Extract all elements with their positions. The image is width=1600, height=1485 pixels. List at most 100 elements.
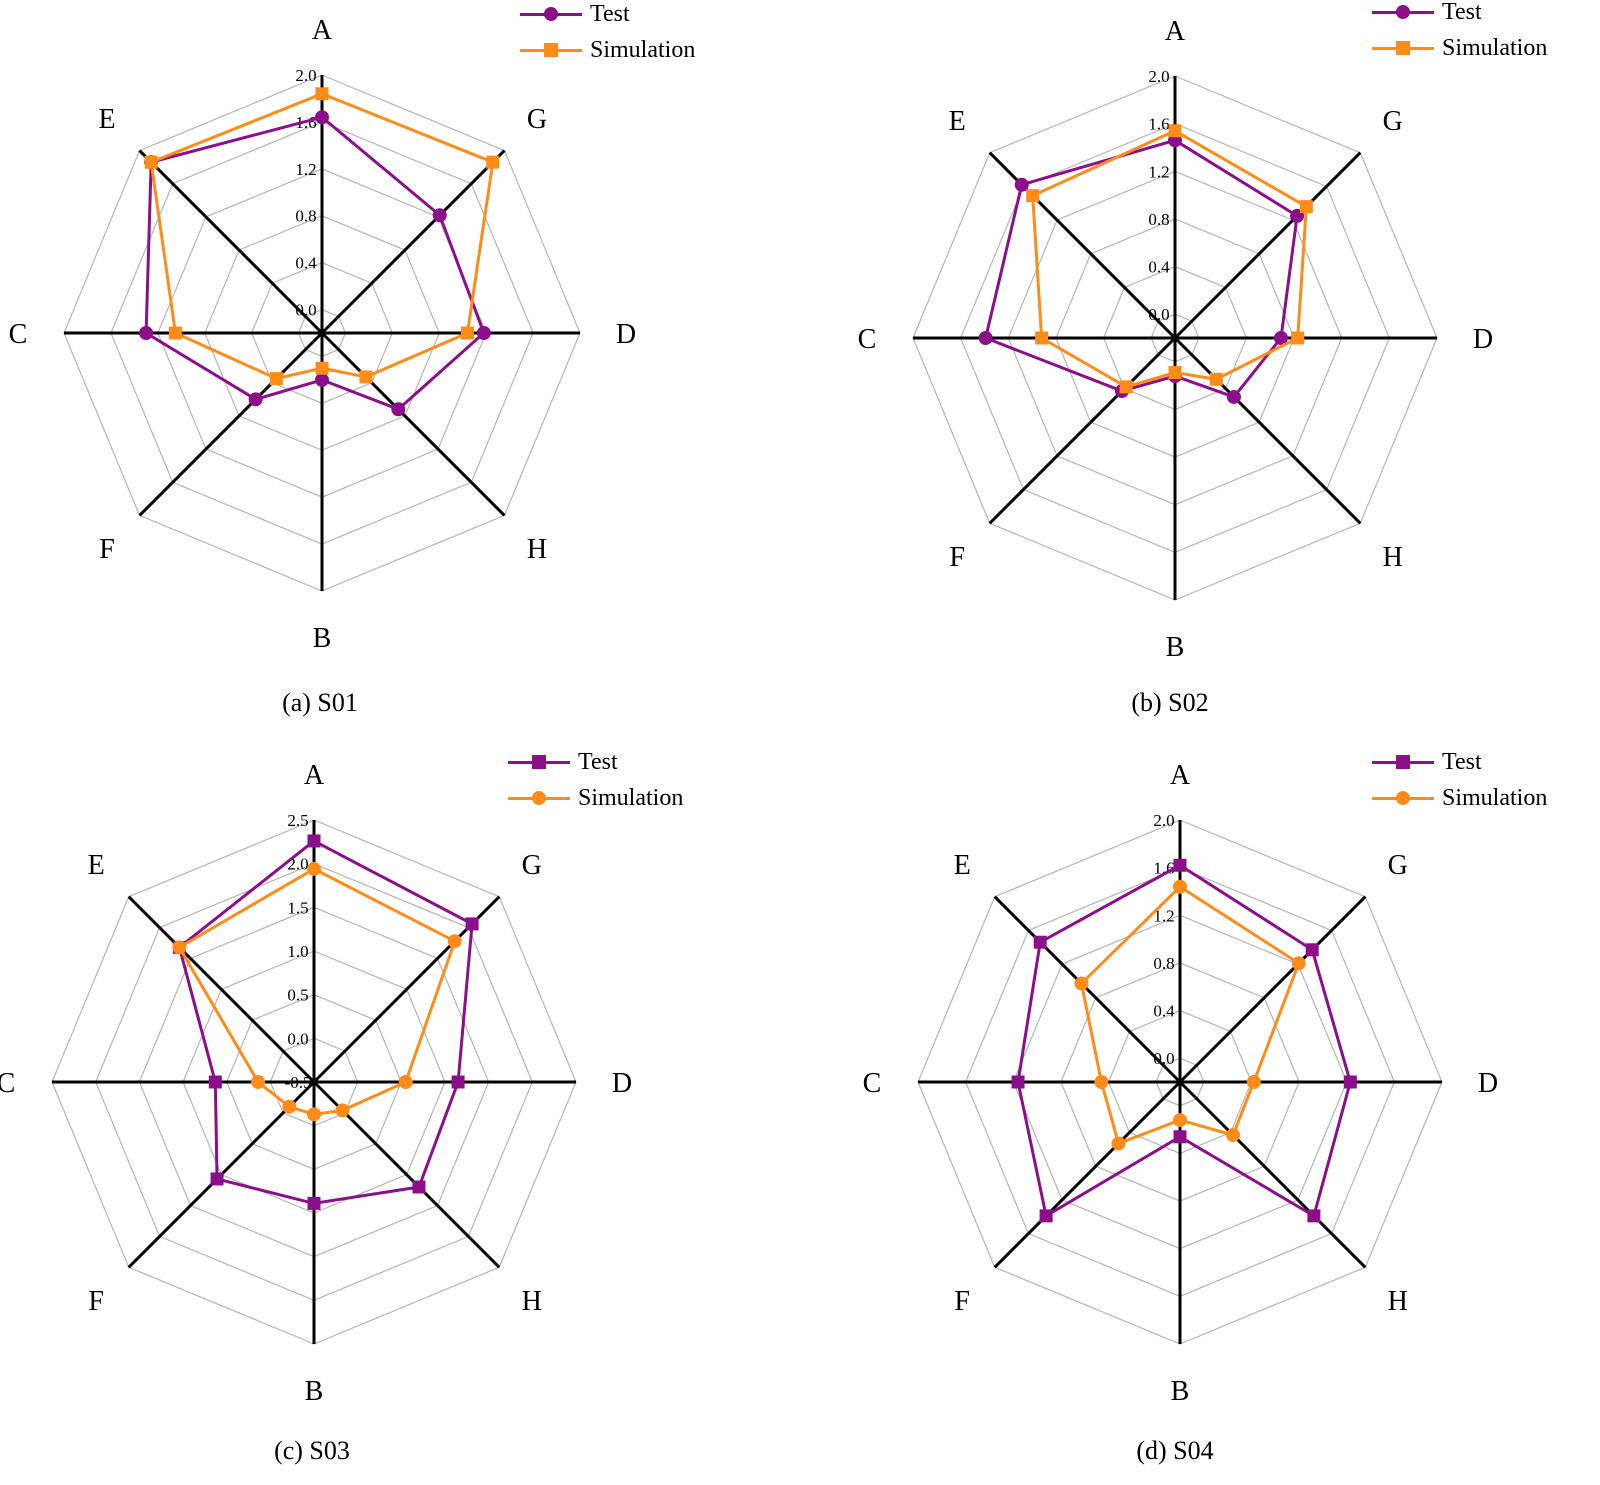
tick-label: 0.0 (1148, 305, 1169, 324)
axis-label-a: A (304, 760, 325, 791)
legend-label-test: Test (1442, 748, 1482, 775)
data-point-test-h (412, 1180, 426, 1194)
caption: (d) S04 (1136, 1436, 1214, 1465)
axis-label-d: D (1473, 324, 1493, 355)
data-point-test-d (476, 326, 491, 340)
data-point-simulation-d (398, 1075, 413, 1089)
axis-label-h: H (1388, 1286, 1408, 1317)
tick-label: 2.5 (287, 811, 308, 830)
tick-label: 0.0 (295, 301, 316, 320)
legend-item-simulation: Simulation (1372, 780, 1547, 816)
axis-label-e: E (949, 106, 966, 137)
data-point-simulation-c (1094, 1075, 1109, 1089)
axis-line-e (138, 149, 324, 335)
data-point-simulation-a (1168, 124, 1182, 138)
data-point-simulation-e (144, 155, 158, 169)
data-point-test-g (1305, 943, 1319, 957)
axis-label-c: C (0, 1068, 15, 1099)
axis-line-e (127, 895, 316, 1084)
data-point-test-f (1039, 1209, 1053, 1223)
axis-label-a: A (312, 15, 333, 46)
data-point-test-f (210, 1172, 224, 1186)
data-point-simulation-b (315, 361, 329, 375)
axis-label-b: B (1166, 632, 1185, 663)
panel-s04: 0.0 0.4 0.8 1.2 1.6 2.0 A G D H B F C E Test Simulati… (800, 742, 1600, 1485)
legend-item-test: Test (1372, 744, 1547, 780)
data-point-simulation-h (1226, 1128, 1241, 1143)
axis-label-h: H (527, 534, 547, 565)
data-point-test-a (315, 110, 329, 125)
tick-label: 0.8 (295, 207, 316, 226)
caption: (a) S01 (282, 688, 358, 717)
data-point-simulation-a (315, 87, 329, 101)
legend-swatch-simulation (1372, 38, 1434, 58)
data-point-simulation-d (460, 326, 474, 340)
data-point-test-e (1033, 935, 1047, 949)
legend: Test Simulation (1372, 0, 1547, 66)
data-point-simulation-c (168, 326, 182, 340)
tick-label: 1.2 (1148, 162, 1169, 181)
data-point-simulation-e (172, 940, 187, 955)
data-point-simulation-f (269, 372, 283, 386)
tick-label: 0.4 (1153, 1002, 1175, 1021)
data-point-simulation-g (447, 934, 462, 949)
legend: Test Simulation (1372, 744, 1547, 816)
legend-item-test: Test (520, 0, 695, 32)
axis-label-h: H (522, 1286, 542, 1317)
data-point-test-d (1273, 331, 1288, 345)
legend-label-simulation: Simulation (1442, 784, 1548, 811)
legend-item-test: Test (508, 744, 683, 780)
axis-line-h (320, 331, 506, 517)
data-point-test-a (307, 834, 321, 848)
data-point-test-c (978, 331, 993, 345)
data-point-simulation-h (359, 370, 373, 384)
data-point-simulation-g (1291, 956, 1306, 971)
axis-label-g: G (527, 104, 547, 135)
legend-label-simulation: Simulation (578, 784, 684, 811)
axis-label-c: C (863, 1068, 882, 1099)
tick-label: 1.0 (287, 942, 308, 961)
data-point-simulation-a (1173, 879, 1187, 894)
axis-line-g (1178, 895, 1367, 1084)
data-point-simulation-g (1299, 200, 1313, 214)
axis-line-f (993, 1080, 1182, 1269)
data-point-test-c (208, 1075, 222, 1089)
panel-s01: 0.0 0.4 0.8 1.2 1.6 2.0 A G D H B F C E Test Simulati… (0, 0, 800, 742)
axis-label-b: B (313, 623, 332, 654)
tick-label: 0.8 (1153, 954, 1174, 973)
radar-chart-s04: 0.0 0.4 0.8 1.2 1.6 2.0 A G D H B F C E (863, 760, 1498, 1407)
tick-label: 1.6 (1153, 859, 1174, 878)
axis-line-e (993, 895, 1182, 1084)
data-point-simulation-h (335, 1103, 350, 1118)
axis-line-f (988, 336, 1177, 525)
legend-label-test: Test (1442, 0, 1482, 25)
legend: Test Simulation (508, 744, 683, 816)
data-point-simulation-c (251, 1075, 266, 1089)
data-point-simulation-b (307, 1107, 321, 1122)
data-point-simulation-a (307, 861, 321, 876)
data-point-simulation-e (1074, 976, 1089, 991)
axis-label-f: F (88, 1286, 104, 1317)
axis-label-h: H (1383, 542, 1403, 573)
data-point-test-h (1226, 389, 1241, 404)
panel-s02: 0.0 0.4 0.8 1.2 1.6 2.0 A G D H B F C E Test Simulati… (800, 0, 1600, 742)
data-point-test-d (451, 1075, 465, 1089)
axis-line-h (1173, 336, 1362, 525)
data-point-test-b (307, 1196, 321, 1210)
data-point-test-c (1011, 1075, 1025, 1089)
data-point-simulation-d (1246, 1075, 1261, 1089)
radar-chart-s03: -0.5 0.0 0.5 1.0 1.5 2.0 2.5 A G D H B F C E (0, 760, 632, 1407)
tick-label: 0.0 (1153, 1049, 1174, 1068)
caption: (c) S03 (274, 1436, 350, 1465)
series-line-test (983, 138, 1299, 399)
legend-swatch-simulation (508, 788, 570, 808)
legend-swatch-test (508, 752, 570, 772)
data-point-test-b (315, 372, 329, 387)
axis-label-a: A (1165, 16, 1186, 47)
legend-label-simulation: Simulation (590, 36, 696, 63)
data-point-simulation-d (1291, 331, 1305, 345)
axis-label-d: D (1478, 1068, 1498, 1099)
axis-line-g (1173, 151, 1362, 340)
data-point-test-a (1173, 858, 1187, 872)
